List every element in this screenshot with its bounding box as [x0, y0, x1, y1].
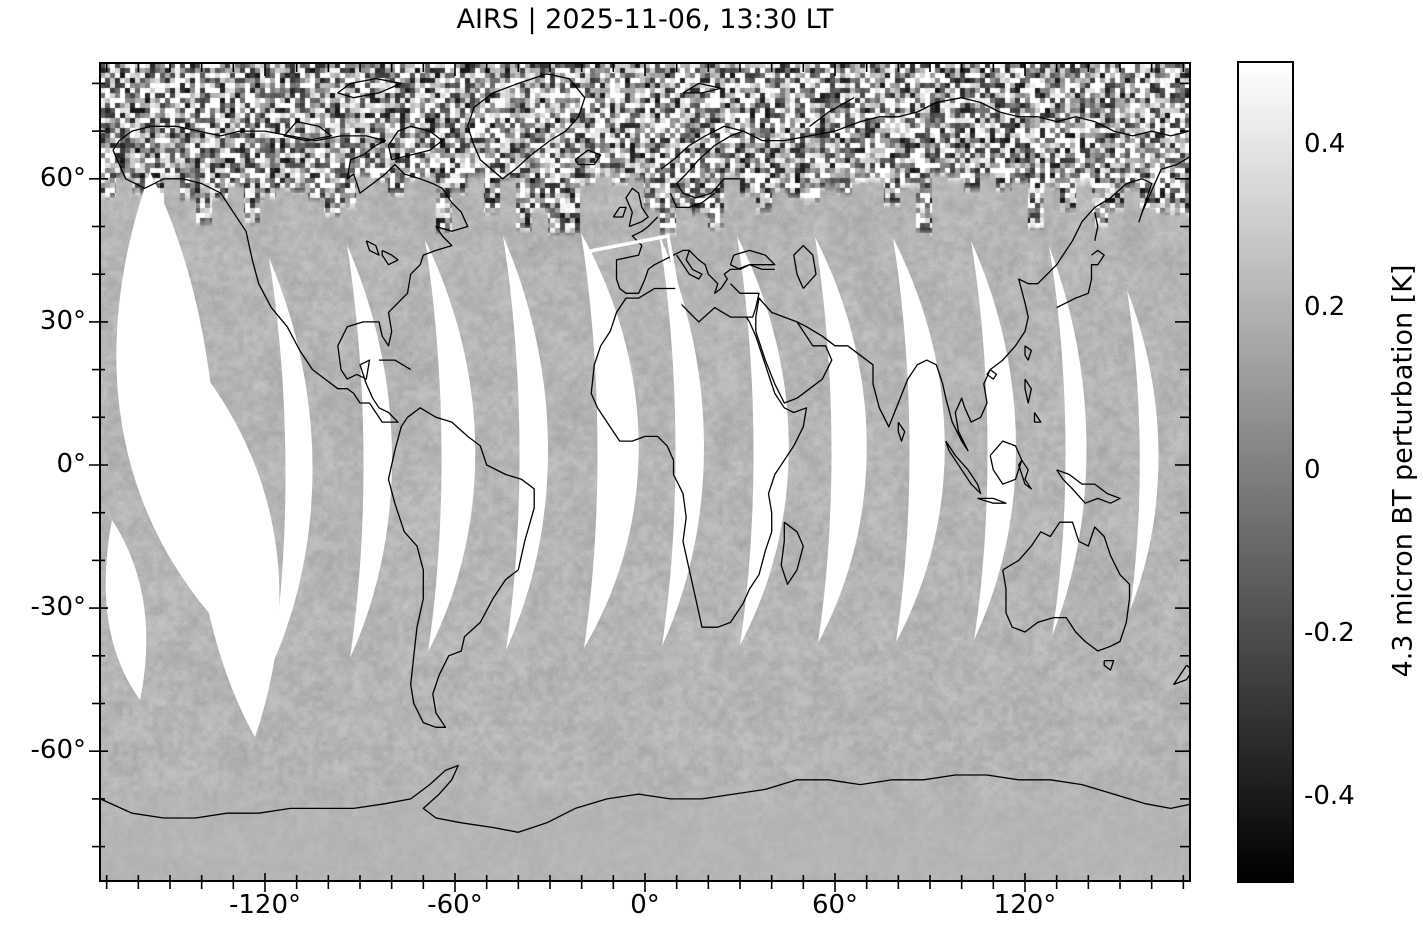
coastline-caspian-sea [793, 244, 817, 289]
x-tick-label: -60° [427, 890, 483, 920]
coastline-turkey-levant [730, 283, 760, 318]
coastline-sakhalin [1094, 212, 1099, 241]
coastline-nz-north [1189, 627, 1190, 629]
coastline-victoria-island [283, 120, 333, 142]
coastline-cuba [379, 359, 412, 371]
coastline-antarctica [100, 764, 1190, 833]
swath-gap [1049, 246, 1087, 636]
colorbar-tick-label: -0.2 [1304, 618, 1355, 649]
plot-border [99, 62, 1191, 882]
swath-gap [347, 245, 393, 658]
y-tick-label: 30° [39, 305, 86, 336]
coastline-baffin-island [387, 125, 443, 161]
coastline-scandinavia [660, 125, 744, 199]
coastline-luzon [1024, 378, 1032, 404]
coastline-turkey-north [736, 264, 775, 271]
coastline-great-lakes-west [365, 240, 380, 256]
coastline-new-guinea [1056, 469, 1121, 504]
coastline-africa [590, 287, 808, 628]
coastline-sulawesi [1018, 459, 1032, 490]
swath-gap [815, 237, 867, 643]
coastline-north-america [112, 125, 469, 423]
coastlines [100, 73, 1190, 833]
granule-box-annotation [588, 233, 683, 329]
colorbar-tick-label: -0.4 [1304, 781, 1355, 812]
colorbar-tick-label: 0 [1304, 455, 1321, 485]
colorbar-tick-label: 0.2 [1304, 291, 1346, 322]
coastline-greenland [467, 73, 586, 180]
colorbar-gradient [1237, 61, 1294, 883]
x-tick-label: -120° [228, 890, 301, 920]
swath-gap [425, 240, 476, 652]
y-tick-label: -30° [30, 592, 86, 623]
coastline-great-lakes-east [381, 249, 399, 266]
coastline-sri-lanka [897, 421, 906, 442]
coastline-west-europe-iberia-italy [615, 216, 703, 294]
y-tick-label: -60° [30, 735, 86, 766]
coastline-mindanao [1033, 412, 1042, 423]
y-tick-label: 60° [39, 162, 86, 193]
coastline-taiwan [1024, 345, 1032, 361]
x-tick-label: 60° [811, 890, 859, 920]
coastline-java [977, 497, 1007, 504]
swath-gap [105, 520, 147, 700]
coastline-baltic-south [669, 192, 716, 209]
x-tick-label: 120° [993, 890, 1057, 920]
swath-gaps [105, 172, 1159, 737]
swath-gap [737, 236, 789, 645]
coastline-great-britain [625, 187, 649, 228]
y-tick-label: 0° [56, 449, 86, 479]
coastline-madagascar [780, 521, 804, 585]
swath-gap [1127, 290, 1159, 610]
colorbar-label: 4.3 micron BT perturbation [K] [1387, 264, 1419, 678]
swath-gap [893, 238, 945, 642]
swath-gap [269, 258, 313, 665]
swath-gap [185, 350, 280, 737]
swath-gap [581, 233, 639, 648]
coastline-novaya-zemlya [809, 97, 855, 127]
colorbar-tick-label: 0.4 [1304, 128, 1346, 159]
coastline-australia [1002, 521, 1131, 652]
coastline-ireland [612, 206, 627, 218]
coastline-south-america [387, 407, 535, 728]
coastline-black-sea [729, 249, 776, 271]
coastline-nz-south [1173, 664, 1190, 686]
swath-gap [971, 241, 1017, 640]
swath-gap [503, 236, 549, 650]
coastline-adriatic-greece [688, 249, 737, 294]
swath-gap [116, 172, 219, 620]
figure-title: AIRS | 2025-11-06, 13:30 LT [456, 4, 834, 35]
coastline-iceland [574, 149, 602, 166]
coastline-borneo [989, 440, 1023, 485]
coastline-asia [742, 97, 1190, 452]
coastline-arabia [755, 297, 833, 404]
coastline-sumatra [945, 440, 982, 495]
coastline-svalbard [682, 82, 722, 94]
coastline-japan [1056, 249, 1105, 309]
coastline-ellesmere-island [337, 77, 402, 99]
x-tick-label: 0° [630, 890, 660, 920]
swath-gap [659, 234, 705, 646]
coastline-tasmania [1103, 659, 1115, 671]
coastline-hainan [986, 369, 998, 380]
